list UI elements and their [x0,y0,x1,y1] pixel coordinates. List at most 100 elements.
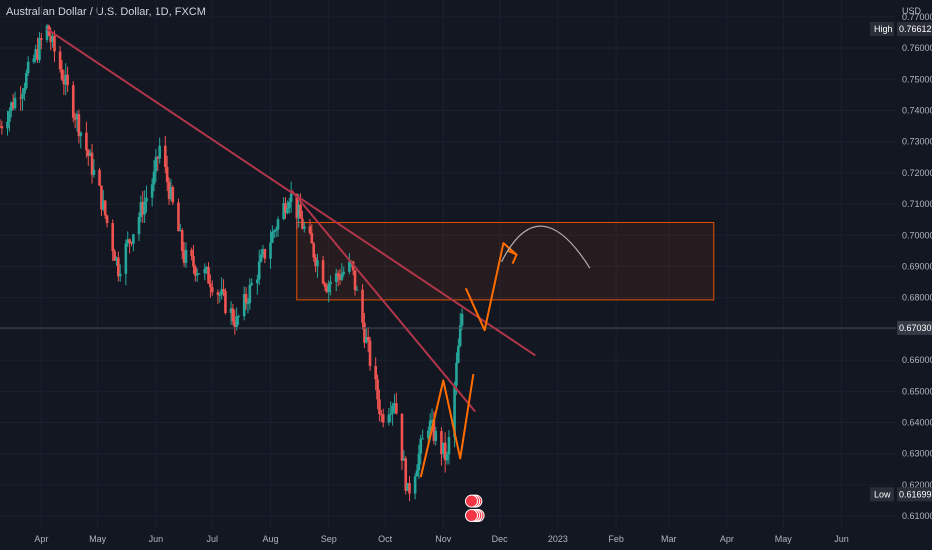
candle-body [361,289,364,323]
candle-body [163,145,167,167]
candle-body [158,145,161,159]
candle-body [237,316,240,318]
candle-body [353,270,357,290]
y-tick-label: 0.62000 [902,480,932,490]
x-tick-label: Mar [661,534,677,544]
last-price-value: 0.67030 [899,323,932,333]
candle-body [419,438,423,454]
trendline [290,189,477,413]
candle-body [75,114,79,120]
candle-body [430,419,434,421]
candle-body [62,79,66,85]
candle-body [111,223,115,252]
candle-body [194,266,197,276]
candle-body [327,284,331,293]
candle-body [363,322,366,343]
candle-body [393,403,396,406]
candle-body [103,200,107,216]
candle-body [197,273,201,275]
axes: 0.61000 0.62000 0.63000 0.64000 0.65000 0.660… [34,6,932,544]
candle-body [66,74,69,86]
candle-body [368,340,372,367]
candle-body [143,201,146,215]
candle-body [205,267,208,270]
x-tick-label: Apr [34,534,48,544]
candle-body [413,476,417,494]
candle-body [177,202,180,232]
candle-body [19,97,22,99]
candle-body [220,289,223,295]
candle-body [440,431,443,455]
candle-body [325,286,329,293]
candle-body [210,287,214,293]
x-tick-label: Oct [378,534,393,544]
x-tick-label: Nov [435,534,452,544]
candle-body [36,49,39,60]
history-zigzag [419,374,475,478]
candle-body [381,414,385,423]
candle-body [301,218,304,229]
candle-body [184,249,188,263]
candle-body [338,276,342,280]
candle-body [171,187,175,203]
candle-body [321,260,325,284]
x-tick-label: Dec [492,534,509,544]
candle-body [314,257,317,267]
candle-body [203,269,207,274]
y-axis-unit: USD [902,6,922,16]
candle-body [34,49,37,59]
candle-body [364,337,368,343]
candle-body [286,208,289,214]
candle-body [391,405,394,414]
candle-body [297,204,300,219]
candle-body [404,458,408,491]
candle-body [13,97,17,109]
candle-body [374,366,377,380]
candle-body [244,294,248,304]
candle-body [443,442,447,461]
candle-body [24,73,28,88]
high-value-badge [897,21,932,36]
candle-body [402,458,406,461]
y-tick-label: 0.76000 [902,43,932,53]
x-tick-label: Jun [834,534,849,544]
last-price-value-badge [897,320,932,335]
candle-body [195,273,199,276]
candle-body [323,283,327,287]
candle-body [259,254,263,262]
candle-body [248,284,252,304]
candle-body [256,279,259,284]
candle-body [329,281,332,285]
candle-body [289,193,293,202]
candle-body [434,431,438,441]
candle-body [167,182,171,200]
event-marker [464,494,478,508]
x-tick-label: Feb [608,534,624,544]
candle-body [310,232,314,244]
candle-body [417,453,421,471]
candle-body [154,156,158,172]
candle-body [0,126,4,129]
candle-body [141,202,145,215]
candle-body [53,35,56,52]
candle-body [156,156,160,159]
candle-body [179,230,182,232]
candle-body [355,289,359,291]
y-tick-label: 0.77000 [902,12,932,22]
candle-body [132,234,135,244]
candle-body [250,283,254,285]
y-tick-label: 0.72000 [902,168,932,178]
candle-body [23,87,26,94]
candle-body [92,169,96,175]
candle-body [303,226,306,229]
candle-body [207,267,210,284]
candle-body [224,291,227,313]
y-tick-label: 0.71000 [902,199,932,209]
candle-body [32,58,36,62]
candle-body [45,25,49,40]
candle-body [216,292,220,295]
candle-body [60,69,64,80]
candle-body [295,193,299,219]
candle-body [274,229,278,231]
